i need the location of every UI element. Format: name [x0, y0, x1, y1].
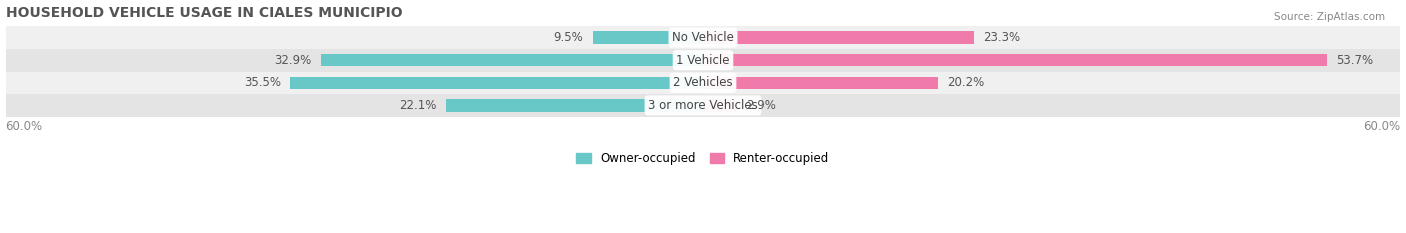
Text: Source: ZipAtlas.com: Source: ZipAtlas.com: [1274, 12, 1385, 22]
Text: 2.9%: 2.9%: [747, 99, 776, 112]
Bar: [6, 26, 1400, 49]
Text: 1 Vehicle: 1 Vehicle: [676, 54, 730, 67]
Bar: [291, 77, 703, 89]
Text: 60.0%: 60.0%: [6, 120, 42, 133]
Text: 32.9%: 32.9%: [274, 54, 311, 67]
Bar: [703, 54, 1327, 66]
Text: 3 or more Vehicles: 3 or more Vehicles: [648, 99, 758, 112]
Text: 9.5%: 9.5%: [554, 31, 583, 44]
Bar: [703, 99, 737, 112]
Bar: [6, 94, 1400, 117]
Bar: [703, 77, 938, 89]
Text: 20.2%: 20.2%: [948, 76, 984, 89]
Text: 2 Vehicles: 2 Vehicles: [673, 76, 733, 89]
Text: 35.5%: 35.5%: [245, 76, 281, 89]
Text: 22.1%: 22.1%: [399, 99, 437, 112]
Bar: [6, 49, 1400, 72]
Bar: [446, 99, 703, 112]
Bar: [703, 31, 974, 44]
Text: 23.3%: 23.3%: [983, 31, 1021, 44]
Bar: [321, 54, 703, 66]
Text: 53.7%: 53.7%: [1337, 54, 1374, 67]
Text: No Vehicle: No Vehicle: [672, 31, 734, 44]
Text: 60.0%: 60.0%: [1364, 120, 1400, 133]
Bar: [592, 31, 703, 44]
Legend: Owner-occupied, Renter-occupied: Owner-occupied, Renter-occupied: [572, 147, 834, 170]
Bar: [6, 72, 1400, 94]
Text: HOUSEHOLD VEHICLE USAGE IN CIALES MUNICIPIO: HOUSEHOLD VEHICLE USAGE IN CIALES MUNICI…: [6, 6, 402, 20]
